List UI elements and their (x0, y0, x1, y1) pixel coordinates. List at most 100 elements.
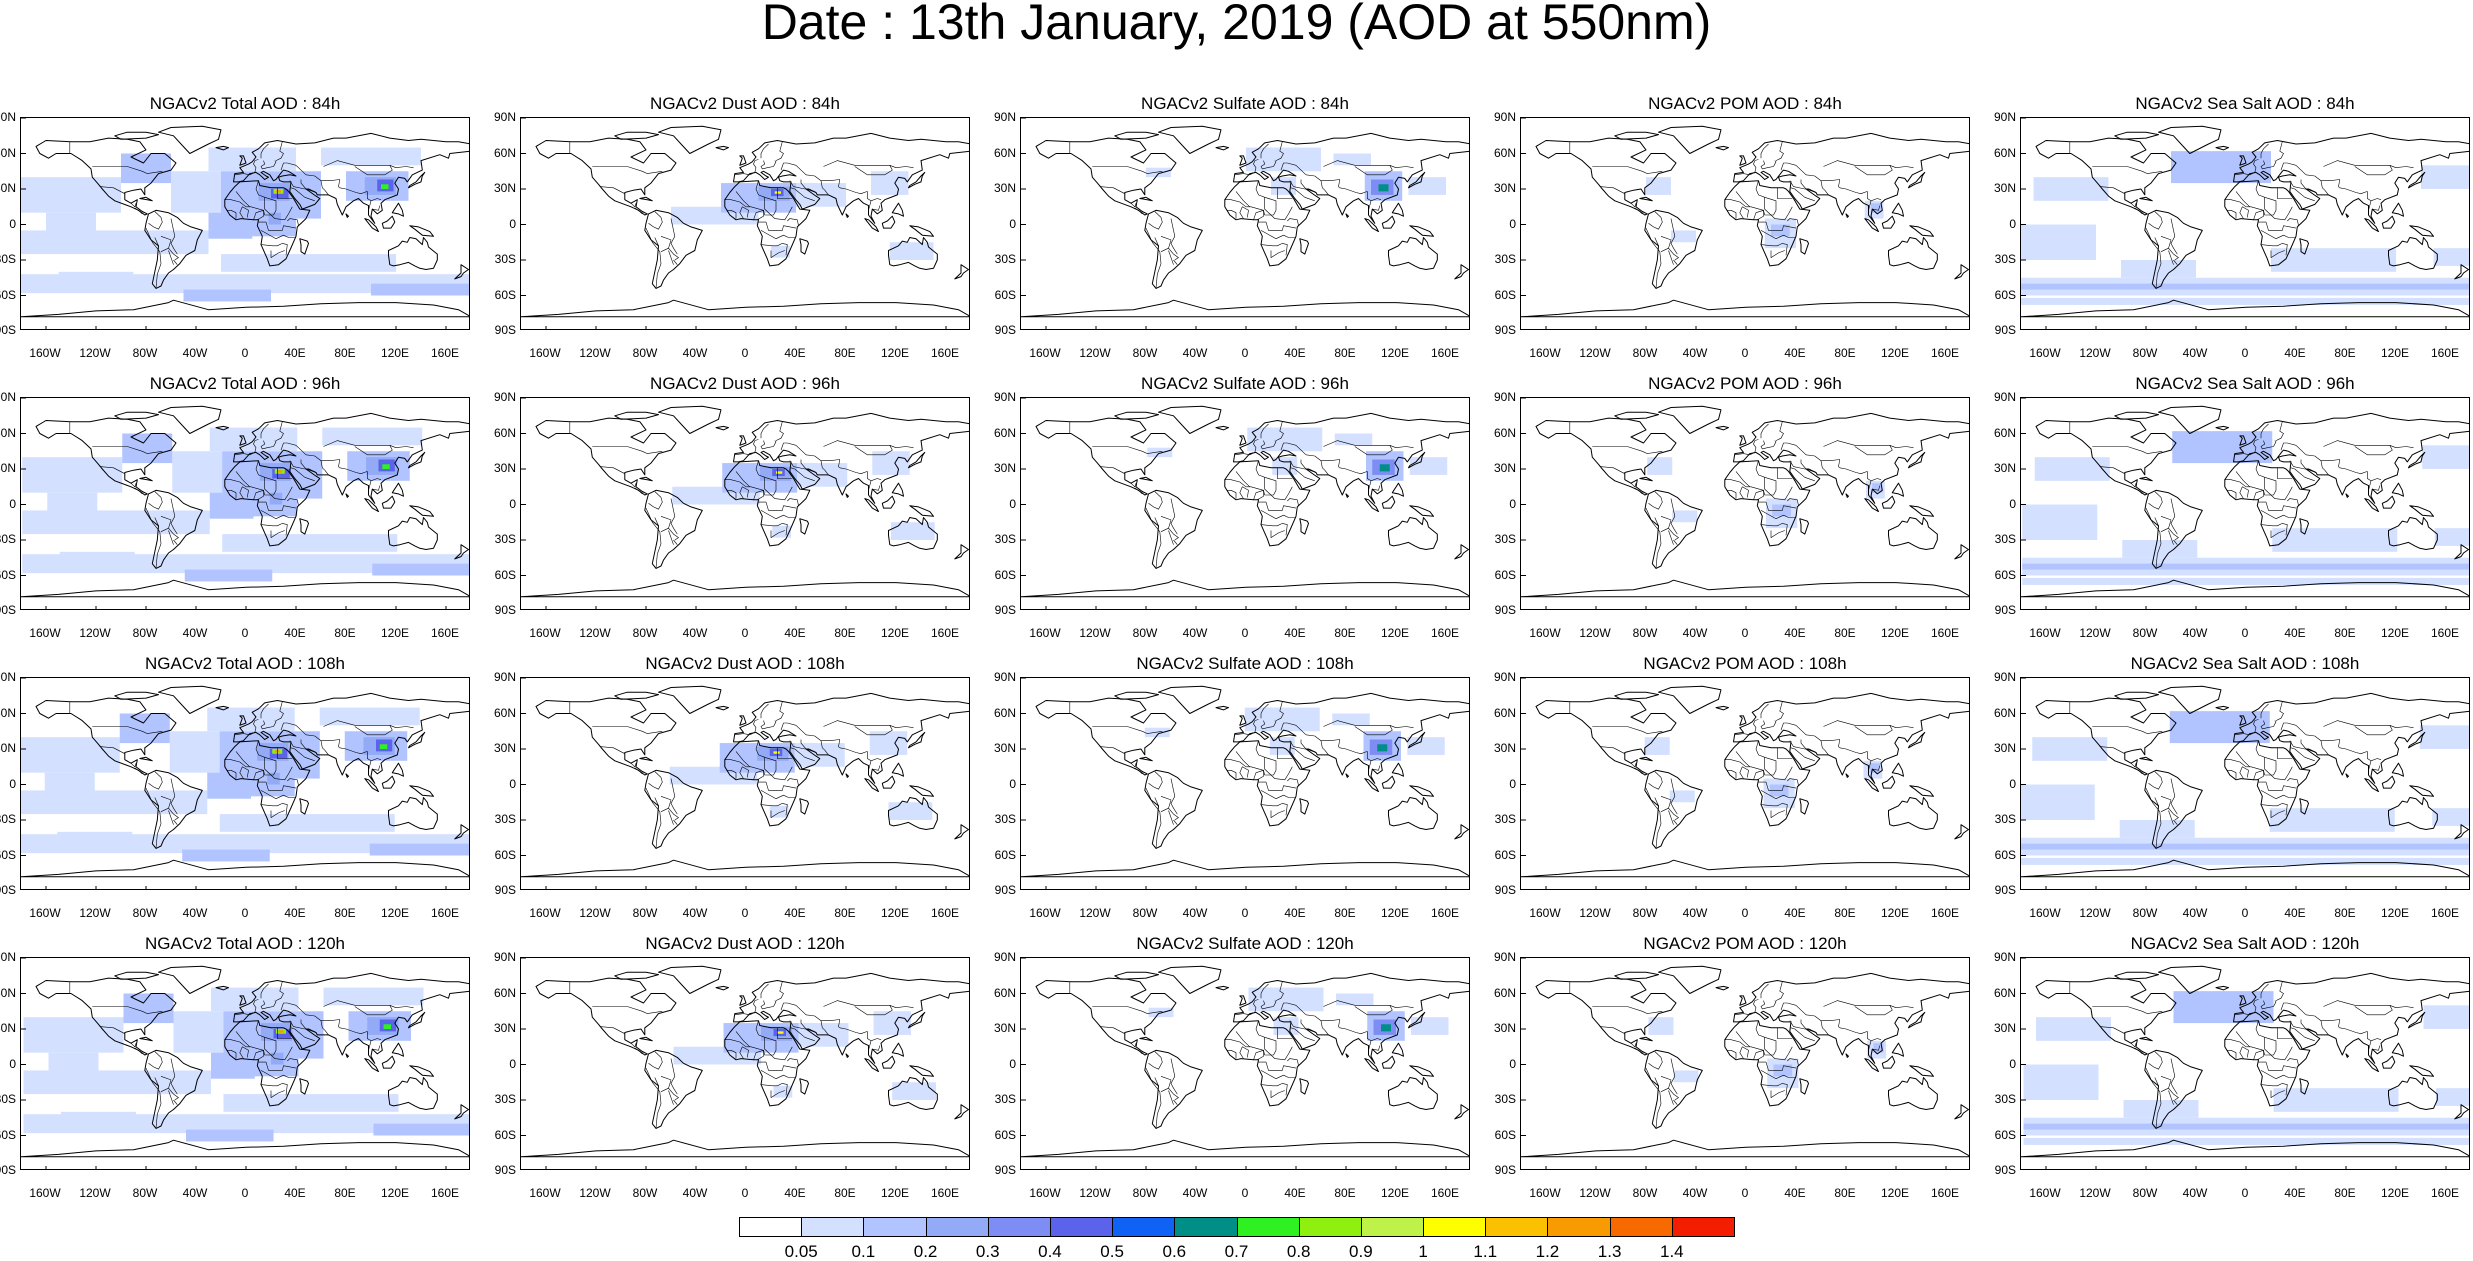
coastline (1158, 405, 1222, 434)
country-border (1668, 808, 1679, 821)
world-map (1020, 117, 1470, 330)
map-canvas (1521, 398, 1969, 609)
latitude-label: 30N (0, 741, 16, 755)
country-border (1235, 751, 1251, 768)
coastline (1215, 145, 1229, 151)
longitude-label: 80W (1632, 906, 1658, 920)
coastline (1639, 476, 1653, 482)
country-border (168, 248, 179, 261)
country-border (660, 516, 672, 532)
country-border (2280, 722, 2307, 736)
country-border (1839, 187, 1868, 194)
country-border (634, 1047, 643, 1055)
country-border (1275, 141, 1284, 161)
country-border (1234, 159, 1259, 176)
coastline (2391, 202, 2404, 217)
latitude-label: 0 (509, 1056, 516, 1071)
coastline (1158, 685, 1222, 714)
coastline (2454, 824, 2469, 840)
country-border (260, 983, 269, 999)
map-canvas (2021, 118, 2469, 329)
country-border (790, 187, 815, 202)
country-border (800, 459, 817, 473)
country-border (1800, 739, 1817, 753)
country-border (154, 237, 159, 246)
country-border (1790, 467, 1815, 482)
country-border (1800, 179, 1817, 193)
country-border (872, 205, 881, 211)
coastline (2454, 1104, 2469, 1120)
longitude-label: 40E (1784, 626, 1806, 640)
longitude-label: 120W (1579, 626, 1611, 640)
longitude-label: 120E (380, 346, 410, 360)
country-border (1148, 771, 1163, 790)
coastline (733, 132, 969, 224)
latitude-label: 30S (0, 1092, 16, 1106)
aod-shaded-area (48, 1052, 99, 1077)
coastline (2299, 238, 2309, 255)
panel-title: NGACv2 Total AOD : 108h (144, 654, 345, 673)
country-border (648, 211, 663, 230)
country-border (99, 186, 125, 194)
coastline (658, 405, 722, 434)
country-border (2145, 227, 2162, 289)
coastline (139, 196, 153, 202)
country-border (2290, 467, 2315, 482)
country-border (2339, 747, 2368, 754)
country-border (2260, 423, 2269, 439)
country-border (2130, 202, 2137, 208)
country-border (2160, 236, 2172, 252)
country-border (1854, 445, 1893, 456)
aod-shaded-area (2021, 843, 2469, 850)
aod-shaded-area (1333, 153, 1371, 166)
country-border (1287, 778, 1299, 786)
country-border (760, 790, 796, 799)
coastline (1409, 225, 1434, 237)
coastline (2408, 451, 2426, 469)
country-border (2260, 243, 2288, 256)
country-border (1290, 467, 1315, 482)
coastline (845, 773, 849, 778)
longitude-label: 0 (2241, 346, 2249, 360)
country-border (660, 236, 672, 252)
latitude-label: 30N (1493, 181, 1516, 195)
country-border (670, 218, 678, 255)
latitude-label: 90N (0, 390, 16, 404)
country-border (1654, 237, 1659, 246)
country-border (289, 180, 306, 190)
country-border (1260, 230, 1296, 239)
latitude-label: 90S (494, 1163, 516, 1177)
country-border (735, 751, 751, 768)
country-border (99, 746, 125, 754)
country-border (1339, 747, 1368, 754)
coastline (845, 493, 849, 498)
world-map (520, 117, 970, 330)
longitude-label: 0 (1241, 346, 1249, 360)
coastline (535, 137, 677, 216)
country-border (1354, 165, 1393, 176)
aod-shaded-area (773, 751, 780, 754)
country-border (168, 530, 174, 545)
country-border (1668, 528, 1679, 541)
coastline (1035, 697, 1177, 776)
country-border (1820, 740, 1829, 756)
coastline (1381, 775, 1396, 789)
coastline (724, 180, 811, 267)
longitude-label: 0 (1741, 346, 1749, 360)
coastline (644, 209, 703, 289)
country-border (2270, 1090, 2285, 1098)
colorbar-swatch (987, 1217, 1051, 1237)
coastline (1614, 691, 1659, 700)
longitude-label: 120E (1380, 346, 1410, 360)
longitude-label: 120E (1880, 1186, 1910, 1200)
country-border (1320, 1020, 1329, 1036)
coastline (658, 965, 722, 994)
country-border (1173, 819, 1178, 825)
country-border (805, 734, 841, 749)
coastline (1381, 1055, 1396, 1069)
coastline (2388, 237, 2438, 270)
coastline (799, 518, 809, 535)
country-border (145, 787, 162, 849)
coastline (2409, 1065, 2434, 1077)
country-border (1368, 480, 1372, 491)
